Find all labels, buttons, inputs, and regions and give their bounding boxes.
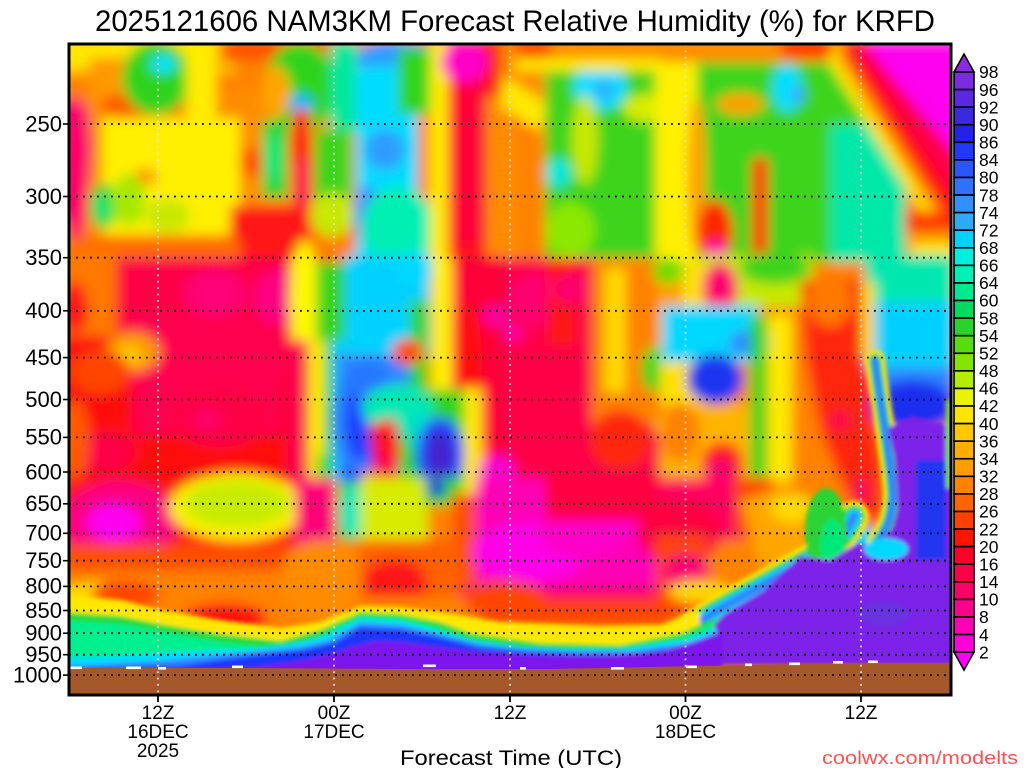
svg-text:36: 36 [979, 431, 998, 451]
svg-text:10: 10 [979, 590, 999, 610]
svg-text:550: 550 [25, 425, 62, 450]
svg-text:4: 4 [979, 625, 989, 645]
svg-text:00Z: 00Z [669, 703, 702, 724]
svg-text:48: 48 [979, 361, 998, 381]
svg-text:2: 2 [979, 642, 989, 662]
svg-text:16: 16 [979, 554, 998, 574]
svg-text:450: 450 [25, 345, 62, 370]
svg-text:22: 22 [979, 519, 998, 539]
svg-text:58: 58 [979, 308, 998, 328]
svg-text:2025121606 NAM3KM Forecast Rel: 2025121606 NAM3KM Forecast Relative Humi… [95, 5, 935, 38]
svg-text:98: 98 [979, 62, 998, 82]
svg-text:72: 72 [979, 220, 998, 240]
svg-text:700: 700 [25, 521, 62, 546]
svg-text:17DEC: 17DEC [303, 722, 364, 743]
svg-text:650: 650 [25, 491, 62, 516]
svg-text:500: 500 [25, 387, 62, 412]
svg-text:40: 40 [979, 414, 999, 434]
svg-text:400: 400 [25, 298, 62, 323]
svg-text:250: 250 [25, 111, 62, 136]
svg-text:coolwx.com/modelts: coolwx.com/modelts [822, 748, 1018, 768]
svg-text:18DEC: 18DEC [655, 722, 716, 743]
svg-text:84: 84 [979, 150, 999, 170]
svg-text:60: 60 [979, 291, 999, 311]
svg-text:800: 800 [25, 574, 62, 599]
svg-text:950: 950 [25, 642, 62, 667]
svg-text:64: 64 [979, 273, 999, 293]
svg-text:54: 54 [979, 326, 999, 346]
svg-text:96: 96 [979, 80, 998, 100]
svg-text:26: 26 [979, 502, 998, 522]
svg-text:8: 8 [979, 607, 989, 627]
svg-text:28: 28 [979, 484, 998, 504]
svg-text:12Z: 12Z [845, 703, 878, 724]
svg-text:86: 86 [979, 133, 998, 153]
svg-text:12Z: 12Z [142, 703, 175, 724]
svg-text:92: 92 [979, 97, 998, 117]
svg-text:46: 46 [979, 379, 998, 399]
svg-text:74: 74 [979, 203, 999, 223]
svg-text:78: 78 [979, 185, 998, 205]
svg-text:66: 66 [979, 256, 998, 276]
svg-text:80: 80 [979, 168, 999, 188]
svg-text:850: 850 [25, 598, 62, 623]
svg-text:20: 20 [979, 537, 999, 557]
svg-text:16DEC: 16DEC [127, 722, 188, 743]
svg-text:52: 52 [979, 344, 998, 364]
svg-text:350: 350 [25, 245, 62, 270]
svg-text:Forecast Time (UTC): Forecast Time (UTC) [400, 747, 622, 768]
svg-text:900: 900 [25, 621, 62, 646]
svg-text:1000: 1000 [13, 662, 62, 687]
svg-text:300: 300 [25, 184, 62, 209]
svg-text:32: 32 [979, 467, 998, 487]
svg-text:42: 42 [979, 396, 998, 416]
svg-text:34: 34 [979, 449, 999, 469]
svg-text:2025: 2025 [137, 741, 179, 762]
svg-text:00Z: 00Z [318, 703, 351, 724]
svg-text:600: 600 [25, 459, 62, 484]
svg-text:68: 68 [979, 238, 998, 258]
svg-text:90: 90 [979, 115, 999, 135]
svg-text:14: 14 [979, 572, 999, 592]
svg-text:750: 750 [25, 548, 62, 573]
svg-text:12Z: 12Z [494, 703, 527, 724]
